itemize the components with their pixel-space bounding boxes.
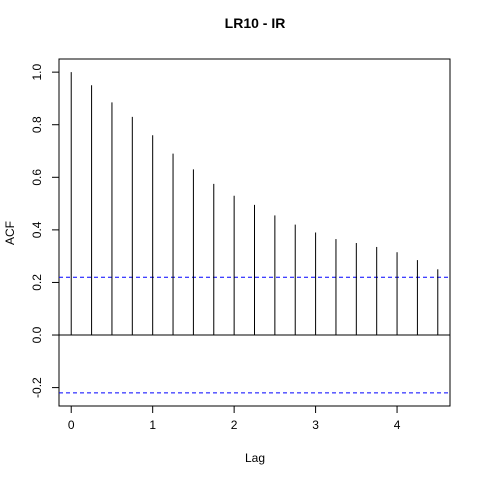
- x-tick-label: 1: [149, 418, 156, 432]
- y-tick-label: 0.4: [30, 221, 44, 238]
- x-tick-label: 3: [312, 418, 319, 432]
- x-tick-label: 4: [394, 418, 401, 432]
- chart-marks: 0 1 2 3 4 -0.2 0.0 0.2 0.4 0.6 0.8 1.0: [30, 63, 450, 432]
- y-tick-label: 0.8: [30, 116, 44, 133]
- y-tick-label: 1.0: [30, 63, 44, 80]
- y-tick-label: 0.6: [30, 169, 44, 186]
- y-tick-label: -0.2: [30, 377, 44, 398]
- x-axis-label: Lag: [245, 451, 265, 465]
- x-tick-label: 2: [231, 418, 238, 432]
- y-tick-label: 0.0: [30, 326, 44, 343]
- x-tick-label: 0: [68, 418, 75, 432]
- y-tick-label: 0.2: [30, 274, 44, 291]
- plot-frame: [58, 58, 451, 407]
- y-axis-label: ACF: [3, 221, 17, 245]
- chart-title: LR10 - IR: [225, 15, 286, 31]
